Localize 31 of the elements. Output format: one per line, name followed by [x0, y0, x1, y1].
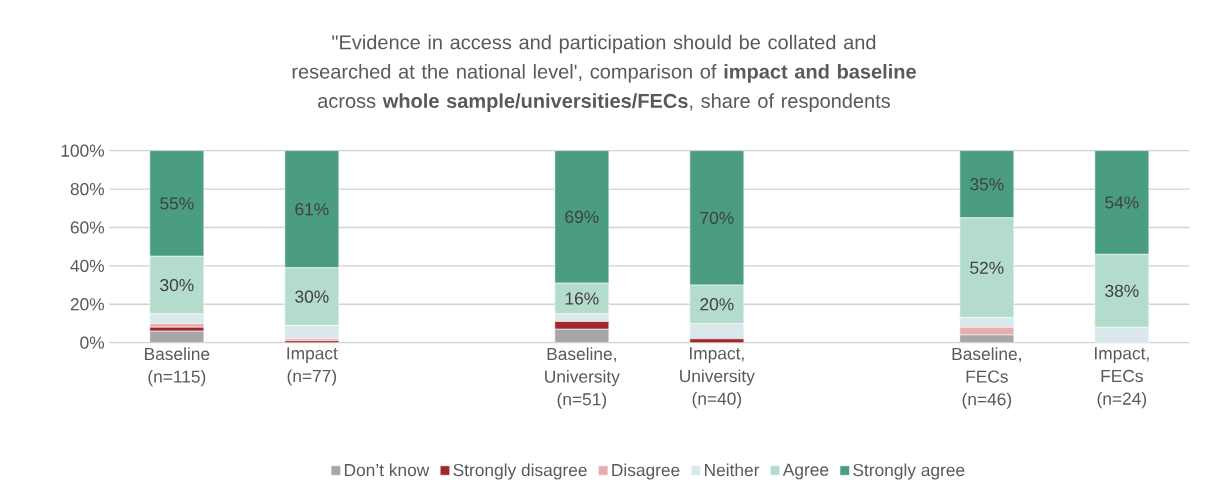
x-tick-label: Impact, FECs (n=24) [1095, 347, 1149, 409]
data-label: 69% [565, 210, 599, 224]
data-label: 38% [1105, 284, 1139, 298]
data-label: 54% [1105, 196, 1139, 209]
y-tick-label: 40% [70, 259, 105, 273]
data-label: 52% [970, 261, 1004, 275]
y-tick-label: 20% [70, 298, 105, 311]
data-label: 30% [295, 290, 329, 303]
legend-label: Agree [782, 463, 829, 480]
legend-label: Strongly agree [853, 463, 965, 480]
y-tick-label: 100% [61, 144, 105, 157]
data-label: 61% [295, 203, 329, 216]
legend-label: Disagree [612, 463, 680, 480]
data-label: 30% [160, 279, 194, 292]
x-tick-label: Baseline (n=115) [145, 347, 210, 387]
legend-label: Don’t know [344, 463, 430, 477]
y-tick-label: 0% [80, 336, 105, 349]
y-tick-label: 80% [70, 183, 105, 196]
legend-label: Neither [705, 463, 760, 477]
data-label: 70% [700, 211, 734, 225]
x-tick-label: Impact, University (n=40) [680, 347, 755, 409]
data-label: 16% [565, 292, 599, 305]
x-tick-label: Baseline, University (n=51) [545, 347, 620, 410]
x-tick-label: Impact (n=77) [287, 347, 338, 386]
x-tick-label: Baseline, FECs (n=46) [952, 347, 1021, 410]
legend-label: Strongly disagree [453, 463, 587, 480]
data-label: 20% [700, 298, 734, 311]
y-tick-label: 60% [70, 221, 105, 234]
data-label: 35% [970, 178, 1004, 191]
chart-title: "Evidence in access and participation should be collated and researched at the national level', comparison of impact and baseline across whole sample/universities/FECs, share of respondents [292, 34, 916, 113]
data-label: 55% [160, 197, 194, 210]
